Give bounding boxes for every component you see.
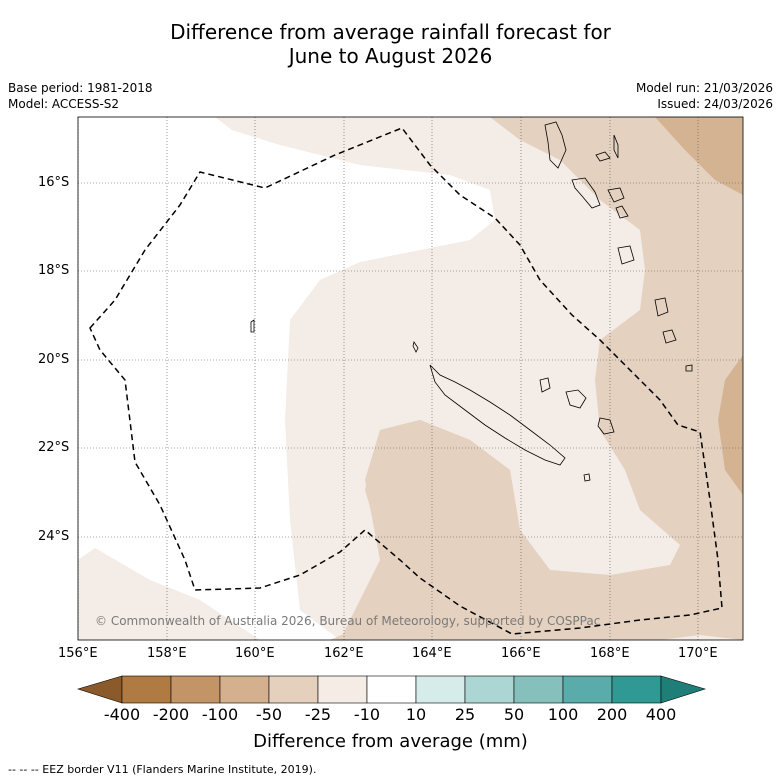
colorbar-label: 400	[645, 705, 677, 724]
lon-label-168e: 168°E	[590, 646, 630, 661]
copyright-notice: © Commonwealth of Australia 2026, Bureau…	[95, 614, 601, 628]
colorbar-extend-high	[660, 675, 707, 704]
efate	[607, 187, 625, 203]
colorbar-segment	[366, 675, 417, 704]
erromango	[617, 245, 635, 265]
chesterfield-islet	[250, 319, 255, 333]
colorbar-label: -50	[255, 705, 283, 724]
coastlines	[250, 121, 693, 482]
colorbar-segment	[219, 675, 270, 704]
shepherd-islands	[615, 205, 629, 219]
colorbar-label: 10	[405, 705, 427, 724]
lon-label-164e: 164°E	[412, 646, 452, 661]
lifou-island	[565, 389, 587, 409]
map-title-line2: June to August 2026	[288, 44, 493, 68]
lat-label-16s: 16°S	[38, 175, 70, 190]
lat-label-18s: 18°S	[38, 263, 70, 278]
lat-label-24s: 24°S	[38, 529, 70, 544]
map-frame	[77, 116, 744, 641]
rainfall-region-light-southeast	[660, 635, 743, 640]
base-period: Base period: 1981-2018	[8, 81, 153, 95]
colorbar	[76, 675, 707, 704]
espiritu-santo	[544, 121, 567, 169]
ouvea-island	[539, 377, 551, 393]
colorbar-label: 200	[596, 705, 628, 724]
colorbar-label: -10	[353, 705, 381, 724]
colorbar-segment	[317, 675, 368, 704]
belep-island	[412, 341, 419, 353]
eez-border	[89, 127, 723, 635]
colorbar-segment	[513, 675, 564, 704]
colorbar-extend-low	[76, 675, 123, 704]
lon-label-162e: 162°E	[324, 646, 364, 661]
lat-label-22s: 22°S	[38, 440, 70, 455]
colorbar-segment	[415, 675, 466, 704]
rainfall-region-light-southwest	[78, 548, 260, 640]
isle-of-pines	[583, 473, 591, 482]
pentecost	[613, 134, 619, 159]
model-name: Model: ACCESS-S2	[8, 97, 120, 111]
colorbar-segment	[611, 675, 662, 704]
issued-date: Issued: 24/03/2026	[657, 97, 773, 111]
lon-label-160e: 160°E	[235, 646, 275, 661]
lat-label-20s: 20°S	[38, 352, 70, 367]
malekula	[571, 177, 601, 209]
colorbar-segment	[464, 675, 515, 704]
ambae	[595, 151, 611, 162]
lon-label-166e: 166°E	[501, 646, 541, 661]
rainfall-region-mid-central	[340, 420, 550, 640]
colorbar-segment	[170, 675, 221, 704]
lon-label-156e: 156°E	[58, 646, 98, 661]
colorbar-segment	[562, 675, 613, 704]
mare-island	[597, 417, 615, 435]
rainfall-region-dark-east	[718, 355, 743, 495]
colorbar-title: Difference from average (mm)	[253, 731, 528, 752]
aneityum	[662, 329, 677, 344]
rainfall-region-dark-northeast	[655, 117, 743, 195]
colorbar-label: 100	[547, 705, 579, 724]
eez-legend-footer: -- -- -- EEZ border V11 (Flanders Marine…	[8, 763, 317, 776]
lon-label-158e: 158°E	[147, 646, 187, 661]
colorbar-segment	[268, 675, 319, 704]
new-caledonia-coastline	[429, 364, 566, 466]
colorbar-label: -400	[103, 705, 141, 724]
hunter-island	[685, 364, 693, 372]
colorbar-label: 25	[454, 705, 476, 724]
map-title-line1: Difference from average rainfall forecas…	[170, 20, 611, 44]
model-run: Model run: 21/03/2026	[635, 81, 773, 95]
colorbar-label: -200	[152, 705, 190, 724]
lon-label-170e: 170°E	[678, 646, 718, 661]
colorbar-label: 50	[503, 705, 525, 724]
rainfall-region-light	[215, 117, 743, 640]
colorbar-segment	[121, 675, 172, 704]
colorbar-label: -25	[304, 705, 332, 724]
tanna	[654, 297, 669, 317]
colorbar-label: -100	[201, 705, 239, 724]
